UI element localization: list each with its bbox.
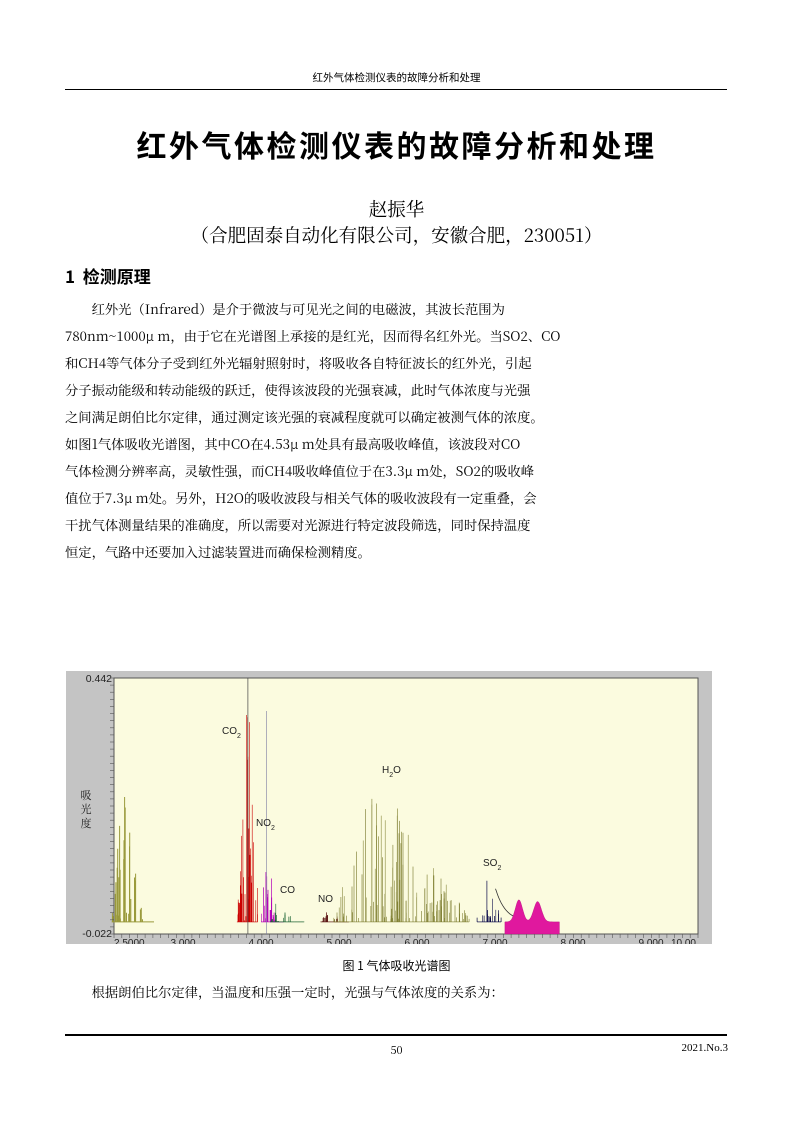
svg-text:-0.022: -0.022 — [82, 928, 112, 940]
svg-text:0.442: 0.442 — [86, 673, 112, 685]
svg-text:8.000: 8.000 — [560, 938, 585, 944]
svg-text:3.000: 3.000 — [170, 938, 195, 944]
svg-text:10.00: 10.00 — [671, 938, 696, 944]
svg-text:7.000: 7.000 — [482, 938, 507, 944]
svg-text:2.5000: 2.5000 — [114, 938, 145, 944]
svg-text:NO: NO — [318, 894, 333, 905]
svg-text:4.000: 4.000 — [248, 938, 273, 944]
svg-text:9.000: 9.000 — [638, 938, 663, 944]
svg-text:5.000: 5.000 — [326, 938, 351, 944]
svg-text:CO: CO — [280, 885, 295, 896]
svg-text:度: 度 — [81, 815, 92, 831]
svg-text:6.000: 6.000 — [404, 938, 429, 944]
